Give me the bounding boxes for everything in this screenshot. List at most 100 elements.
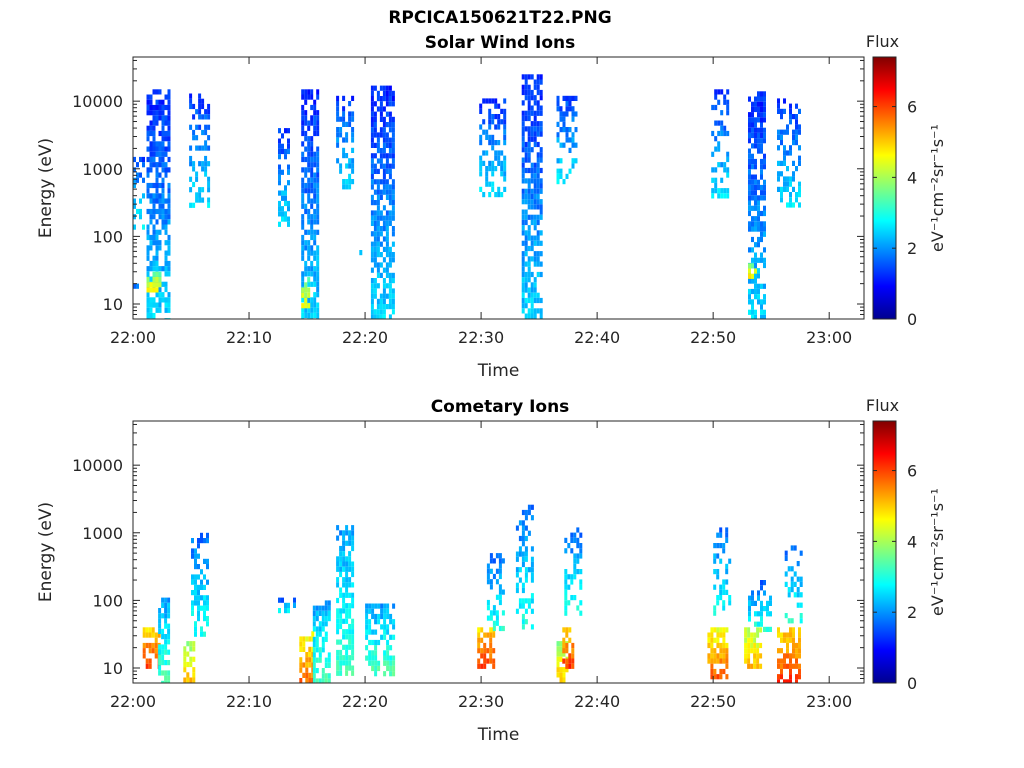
spectrogram-cell (500, 150, 504, 156)
spectrogram-cell (302, 636, 306, 642)
spectrogram-cell (195, 171, 199, 177)
spectrogram-cell (155, 172, 159, 178)
spectrogram-cell (495, 610, 499, 616)
spectrogram-cell (748, 616, 751, 622)
spectrogram-cell (301, 234, 305, 241)
spectrogram-cell (789, 202, 792, 208)
spectrogram-cell (316, 151, 320, 157)
spectrogram-cell (351, 540, 355, 546)
spectrogram-cell (754, 288, 757, 295)
spectrogram-cell (792, 171, 795, 177)
spectrogram-cell (728, 558, 732, 564)
spectrogram-cell (304, 307, 308, 313)
spectrogram-cell (489, 610, 493, 616)
spectrogram-cell (308, 672, 312, 678)
spectrogram-cell (348, 644, 352, 650)
spectrogram-cell (382, 246, 386, 252)
spectrogram-cell (339, 545, 343, 552)
spectrogram-cell (719, 627, 723, 633)
spectrogram-cell (482, 129, 486, 135)
spectrogram-cell (158, 245, 162, 251)
spectrogram-cell (342, 179, 346, 185)
spectrogram-cell (348, 556, 352, 562)
spectrogram-cell (777, 98, 780, 104)
spectrogram-cell (757, 127, 760, 133)
spectrogram-cell (760, 611, 763, 617)
x-tick-label: 22:00 (110, 328, 156, 347)
spectrogram-cell (489, 558, 493, 564)
spectrogram-cell (203, 610, 206, 616)
spectrogram-cell (725, 579, 729, 585)
spectrogram-cell (207, 176, 211, 182)
spectrogram-cell (725, 627, 729, 633)
y-tick-label: 10000 (72, 92, 123, 111)
spectrogram-cell (492, 620, 496, 626)
spectrogram-cell (719, 648, 723, 654)
spectrogram-cell (310, 120, 314, 126)
spectrogram-cell (760, 112, 763, 118)
spectrogram-cell (167, 307, 171, 313)
spectrogram-cell (574, 158, 578, 164)
spectrogram-cell (368, 619, 372, 625)
spectrogram-cell (780, 129, 783, 135)
spectrogram-cell (792, 114, 795, 120)
spectrogram-cell (725, 674, 729, 680)
spectrogram-cell (370, 163, 374, 169)
spectrogram-cell (568, 137, 572, 143)
spectrogram-cell (316, 266, 320, 272)
spectrogram-cell (565, 132, 569, 138)
spectrogram-cell (385, 96, 389, 102)
spectrogram-cell (527, 225, 531, 231)
spectrogram-cell (151, 648, 155, 654)
spectrogram-cell (348, 577, 352, 583)
spectrogram-cell (365, 645, 369, 651)
spectrogram-cell (373, 179, 377, 185)
spectrogram-cell (183, 667, 187, 673)
spectrogram-cell (792, 632, 795, 638)
spectrogram-cell (345, 629, 349, 635)
spectrogram-cell (521, 535, 525, 542)
spectrogram-cell (500, 192, 504, 198)
spectrogram-cell (389, 655, 393, 661)
spectrogram-cell (533, 110, 537, 116)
spectrogram-cell (377, 665, 381, 672)
spectrogram-cell (307, 182, 311, 189)
spectrogram-cell (392, 665, 396, 672)
spectrogram-cell (365, 613, 369, 620)
spectrogram-cell (725, 653, 729, 659)
spectrogram-cell (142, 653, 146, 659)
spectrogram-cell (284, 602, 287, 608)
spectrogram-cell (388, 96, 392, 102)
spectrogram-cell (485, 171, 489, 177)
spectrogram-cell (316, 182, 320, 189)
spectrogram-cell (798, 627, 801, 633)
spectrogram-cell (521, 167, 525, 174)
spectrogram-cell (754, 138, 757, 144)
spectrogram-cell (722, 605, 726, 611)
spectrogram-cell (371, 655, 375, 661)
spectrogram-cell (304, 229, 308, 235)
spectrogram-cell (524, 619, 528, 625)
spectrogram-cell (152, 255, 156, 261)
spectrogram-cell (790, 581, 794, 587)
spectrogram-cell (524, 209, 528, 215)
spectrogram-cell (316, 177, 320, 183)
spectrogram-cell (795, 119, 798, 125)
spectrogram-cell (570, 548, 574, 554)
spectrogram-cell (726, 151, 730, 157)
spectrogram-cell (725, 663, 729, 669)
spectrogram-cell (760, 132, 763, 139)
spectrogram-cell (370, 220, 374, 226)
spectrogram-cell (500, 108, 504, 114)
spectrogram-cell (149, 240, 153, 246)
spectrogram-cell (759, 653, 763, 659)
spectrogram-cell (789, 197, 792, 203)
spectrogram-cell (530, 292, 534, 298)
spectrogram-cell (342, 566, 346, 572)
x-tick-label: 22:30 (458, 692, 504, 711)
spectrogram-cell (152, 110, 156, 116)
spectrogram-cell (388, 293, 392, 299)
spectrogram-cell (155, 276, 159, 283)
spectrogram-cell (281, 148, 284, 155)
spectrogram-cell (149, 208, 153, 215)
